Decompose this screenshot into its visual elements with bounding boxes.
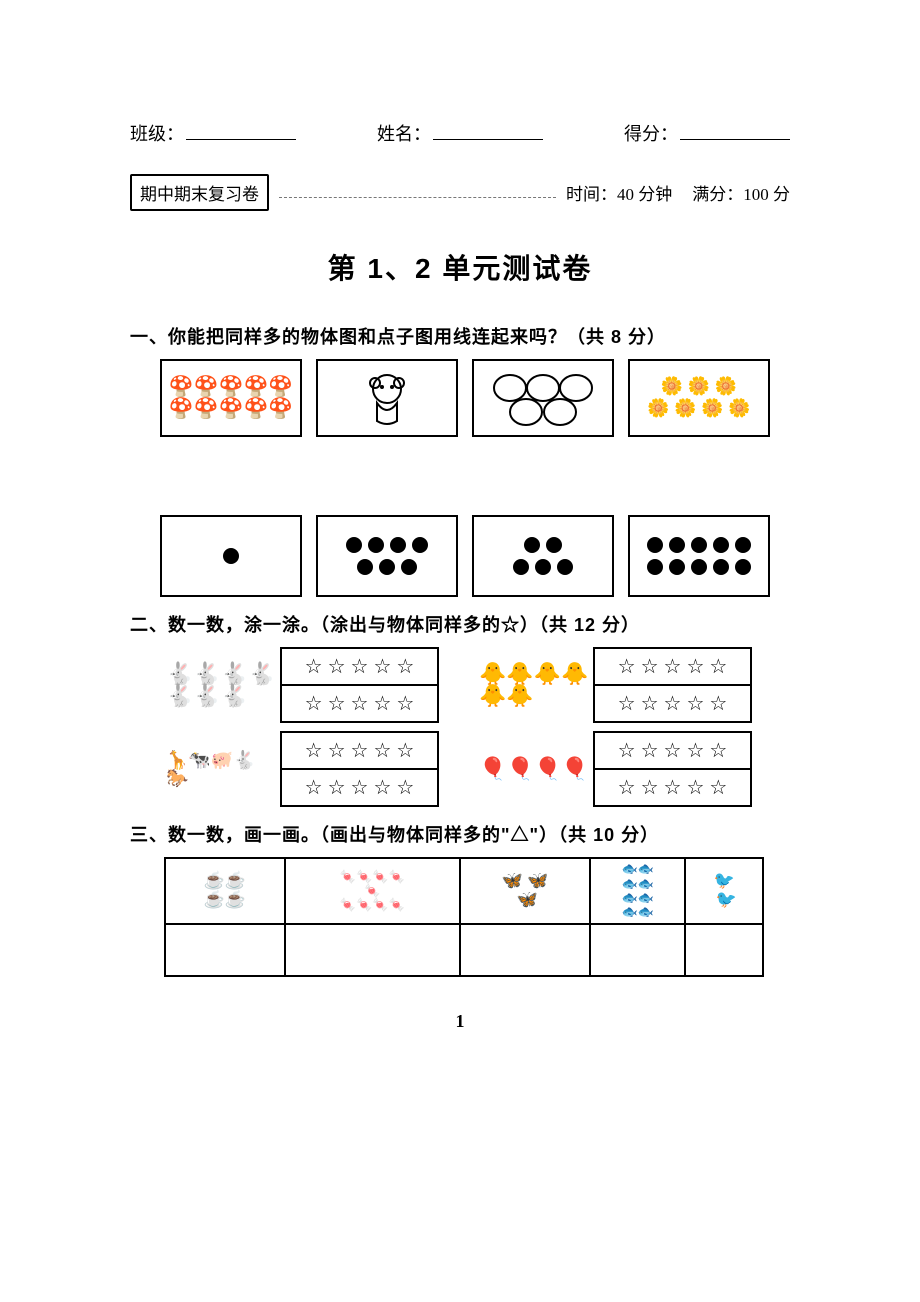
q1-heading: 一、你能把同样多的物体图和点子图用线连起来吗？（共 8 分） — [130, 323, 790, 349]
q3-answer-3[interactable] — [590, 924, 685, 976]
q1-box-ovals — [472, 359, 614, 437]
q3-cell-butterflies: 🦋 🦋 🦋 — [460, 858, 590, 924]
score-field[interactable]: 得分： — [624, 120, 790, 146]
q2-heading: 二、数一数，涂一涂。（涂出与物体同样多的☆）（共 12 分） — [130, 611, 790, 637]
q1-gap — [130, 437, 790, 507]
class-field[interactable]: 班级： — [130, 120, 296, 146]
q3-answer-2[interactable] — [460, 924, 590, 976]
class-blank[interactable] — [186, 121, 296, 140]
worksheet-page: 班级： 姓名： 得分： 期中期末复习卷 时间：40 分钟 满分：100 分 第 … — [0, 0, 920, 1092]
q3-cell-fish: 🐟🐟 🐟🐟 🐟🐟 🐟🐟 — [590, 858, 685, 924]
dot-box-5 — [472, 515, 614, 597]
q3-heading: 三、数一数，画一画。（画出与物体同样多的"△"）（共 10 分） — [130, 821, 790, 847]
flower-row-1: 🌼 🌼 🌼 — [661, 376, 737, 398]
page-title: 第 1、2 单元测试卷 — [130, 247, 790, 287]
q1-box-monkey — [316, 359, 458, 437]
dot-box-10 — [628, 515, 770, 597]
name-blank[interactable] — [433, 121, 543, 140]
header-fields: 班级： 姓名： 得分： — [130, 120, 790, 146]
q1-box-flowers: 🌼 🌼 🌼 🌼 🌼 🌼 🌼 — [628, 359, 770, 437]
page-number: 1 — [130, 1011, 790, 1032]
name-label: 姓名： — [377, 120, 431, 146]
q1-box-mushrooms: 🍄🍄🍄🍄🍄 🍄🍄🍄🍄🍄 — [160, 359, 302, 437]
q1-dot-row — [160, 515, 770, 597]
q2-picture-balloons: 🎈🎈🎈🎈 — [479, 732, 589, 807]
ovals-icon — [488, 368, 598, 428]
full-score-text: 满分：100 分 — [692, 180, 790, 205]
mushroom-row-2: 🍄🍄🍄🍄🍄 — [169, 398, 294, 420]
score-blank[interactable] — [680, 121, 790, 140]
q3-table: ☕☕ ☕☕🍬🍬🍬🍬 🍬 🍬🍬🍬🍬🦋 🦋 🦋🐟🐟 🐟🐟 🐟🐟 🐟🐟🐦 🐦 — [164, 857, 764, 977]
q2-picture-animals: 🦒🐄🐖🐇🐎 — [166, 732, 276, 807]
q3-cell-birds: 🐦 🐦 — [685, 858, 763, 924]
flower-row-2: 🌼 🌼 🌼 🌼 — [647, 398, 750, 420]
q3-cell-cups: ☕☕ ☕☕ — [165, 858, 285, 924]
dot-box-1 — [160, 515, 302, 597]
score-label: 得分： — [624, 120, 678, 146]
dash-line — [279, 187, 556, 198]
class-label: 班级： — [130, 120, 184, 146]
time-text: 时间：40 分钟 — [566, 180, 672, 205]
star-box-0[interactable]: ☆ ☆ ☆ ☆ ☆☆ ☆ ☆ ☆ ☆ — [280, 647, 439, 723]
q3-answer-1[interactable] — [285, 924, 460, 976]
q3-answer-0[interactable] — [165, 924, 285, 976]
monkey-icon — [357, 369, 417, 427]
star-box-3[interactable]: ☆ ☆ ☆ ☆ ☆☆ ☆ ☆ ☆ ☆ — [593, 731, 752, 807]
q3-answer-4[interactable] — [685, 924, 763, 976]
q3-answer-row[interactable] — [165, 924, 763, 976]
mushroom-row-1: 🍄🍄🍄🍄🍄 — [169, 376, 294, 398]
name-field[interactable]: 姓名： — [377, 120, 543, 146]
star-box-2[interactable]: ☆ ☆ ☆ ☆ ☆☆ ☆ ☆ ☆ ☆ — [280, 731, 439, 807]
badge-row: 期中期末复习卷 时间：40 分钟 满分：100 分 — [130, 174, 790, 211]
q3-cell-candies: 🍬🍬🍬🍬 🍬 🍬🍬🍬🍬 — [285, 858, 460, 924]
q3-image-row: ☕☕ ☕☕🍬🍬🍬🍬 🍬 🍬🍬🍬🍬🦋 🦋 🦋🐟🐟 🐟🐟 🐟🐟 🐟🐟🐦 🐦 — [165, 858, 763, 924]
q2-picture-ducks: 🐥🐥🐥🐥🐥🐥 — [479, 648, 589, 723]
review-badge: 期中期末复习卷 — [130, 174, 269, 211]
q1-top-row: 🍄🍄🍄🍄🍄 🍄🍄🍄🍄🍄 🌼 🌼 🌼 — [160, 359, 770, 437]
q2-picture-rabbits: 🐇🐇🐇🐇🐇🐇🐇 — [166, 648, 276, 723]
dot-box-7 — [316, 515, 458, 597]
star-box-1[interactable]: ☆ ☆ ☆ ☆ ☆☆ ☆ ☆ ☆ ☆ — [593, 647, 752, 723]
q2-grid: 🐇🐇🐇🐇🐇🐇🐇☆ ☆ ☆ ☆ ☆☆ ☆ ☆ ☆ ☆🐥🐥🐥🐥🐥🐥☆ ☆ ☆ ☆ ☆… — [130, 647, 790, 807]
